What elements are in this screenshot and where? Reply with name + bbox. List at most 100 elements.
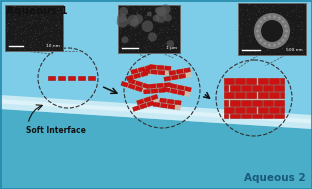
Point [37, 41, 42, 44]
Point [140, 18, 145, 21]
Point [145, 23, 150, 26]
Point [265, 22, 270, 25]
Point [172, 35, 177, 38]
Point [126, 19, 131, 22]
Point [173, 28, 178, 31]
Point [251, 30, 256, 33]
Point [133, 14, 138, 17]
Point [256, 17, 261, 20]
Point [266, 44, 271, 47]
Point [295, 5, 300, 8]
Point [243, 42, 248, 45]
Circle shape [284, 34, 287, 37]
Point [261, 21, 266, 24]
Point [32, 20, 37, 23]
Point [34, 35, 39, 38]
Point [22, 30, 27, 33]
Point [18, 14, 23, 17]
Point [19, 25, 24, 28]
Bar [178, 90, 185, 95]
Point [262, 50, 267, 53]
Point [288, 52, 293, 55]
Bar [246, 92, 256, 98]
Point [12, 5, 17, 8]
Bar [128, 78, 136, 84]
Point [237, 27, 242, 30]
Point [141, 9, 146, 12]
Point [135, 41, 140, 44]
Point [246, 17, 251, 20]
Point [13, 5, 18, 8]
Point [287, 21, 292, 24]
Point [18, 7, 23, 10]
Point [33, 29, 38, 33]
Point [237, 48, 242, 51]
Point [238, 9, 243, 12]
Point [241, 45, 246, 48]
Point [12, 23, 17, 26]
Point [117, 12, 122, 15]
Point [128, 25, 133, 28]
Point [54, 45, 59, 48]
Point [294, 11, 299, 14]
Point [295, 25, 300, 28]
Bar [134, 73, 141, 79]
Point [285, 11, 290, 14]
Point [140, 42, 145, 45]
Point [294, 5, 299, 8]
Bar [118, 5, 180, 53]
Point [265, 7, 270, 10]
Point [37, 33, 42, 36]
Point [54, 22, 59, 26]
Point [58, 23, 63, 26]
Point [257, 42, 262, 45]
Point [160, 44, 165, 47]
Point [299, 21, 304, 24]
Point [124, 46, 129, 50]
Point [4, 11, 9, 14]
Point [146, 11, 151, 14]
Point [145, 14, 150, 17]
Point [11, 10, 16, 13]
Bar [145, 65, 152, 70]
Point [162, 22, 167, 25]
Point [126, 41, 131, 44]
Point [271, 53, 276, 56]
Point [238, 16, 243, 19]
Point [6, 44, 11, 47]
Point [246, 11, 251, 14]
Point [249, 37, 254, 40]
Point [120, 23, 125, 26]
Point [121, 44, 126, 47]
Point [6, 39, 11, 42]
Point [273, 41, 278, 44]
Point [268, 52, 273, 55]
Point [148, 9, 153, 12]
Point [24, 30, 29, 33]
Bar [164, 76, 171, 81]
Point [161, 8, 166, 11]
Point [244, 44, 249, 47]
Point [276, 3, 281, 6]
Point [172, 16, 177, 19]
Point [26, 17, 31, 20]
Point [58, 39, 63, 42]
Point [126, 49, 131, 52]
Point [49, 30, 54, 33]
Point [33, 7, 38, 10]
Point [138, 30, 143, 33]
Point [170, 17, 175, 20]
Point [137, 5, 142, 9]
Point [47, 25, 52, 28]
Point [299, 40, 304, 43]
Point [167, 28, 172, 31]
Point [6, 22, 11, 25]
Point [47, 26, 52, 29]
Point [296, 15, 301, 18]
Point [56, 7, 61, 10]
Point [131, 45, 136, 48]
Point [12, 5, 17, 8]
Point [279, 36, 284, 39]
Point [166, 45, 171, 48]
Point [138, 38, 143, 41]
